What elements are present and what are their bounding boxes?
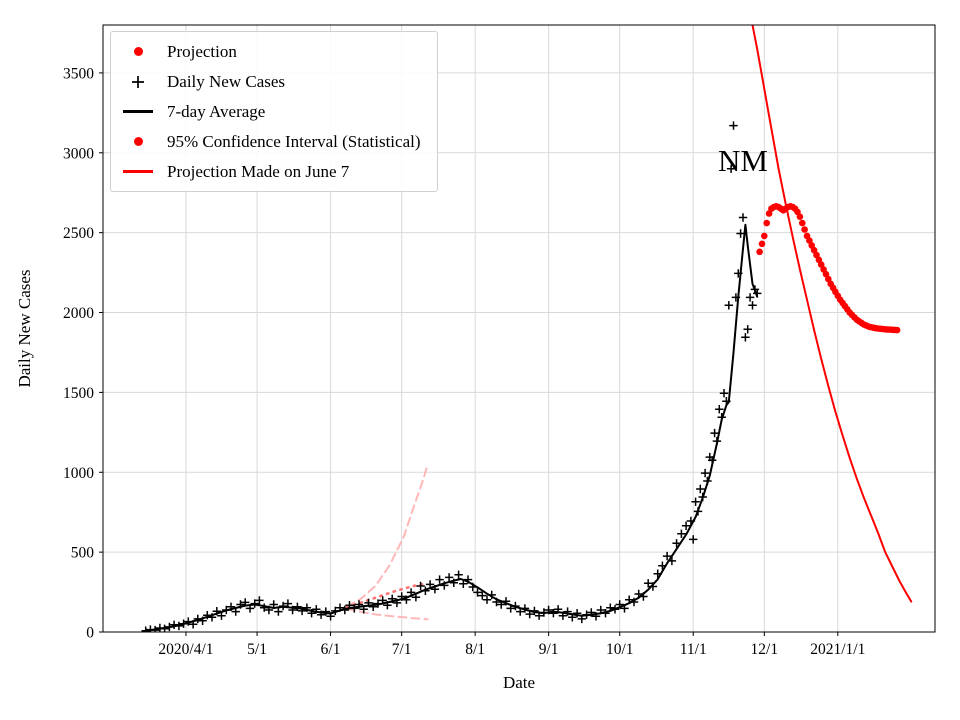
x-axis-label: Date bbox=[503, 673, 535, 692]
legend-item: 95% Confidence Interval (Statistical) bbox=[119, 130, 421, 153]
y-tick-label: 500 bbox=[71, 545, 95, 562]
y-tick-label: 3000 bbox=[63, 145, 94, 162]
legend-label: Projection Made on June 7 bbox=[167, 161, 350, 181]
x-tick-label: 11/1 bbox=[680, 641, 707, 658]
dot-marker-icon bbox=[119, 47, 157, 56]
state-annotation: NM bbox=[718, 143, 768, 178]
x-tick-label: 6/1 bbox=[321, 641, 341, 658]
legend-label: Projection bbox=[167, 41, 237, 61]
series-line bbox=[346, 463, 429, 608]
x-tick-label: 7/1 bbox=[392, 641, 412, 658]
y-tick-label: 2000 bbox=[63, 305, 94, 322]
legend-item: 7-day Average bbox=[119, 100, 421, 123]
series-line bbox=[345, 582, 425, 609]
plot-series bbox=[141, 25, 913, 632]
legend-label: 95% Confidence Interval (Statistical) bbox=[167, 131, 421, 151]
legend-label: Daily New Cases bbox=[167, 71, 286, 91]
y-tick-label: 1500 bbox=[63, 385, 94, 402]
x-tick-label: 9/1 bbox=[539, 641, 559, 658]
x-tick-label: 5/1 bbox=[247, 641, 267, 658]
legend-item: Projection Made on June 7 bbox=[119, 160, 421, 183]
legend: Projection Daily New Cases 7-day Average 95… bbox=[110, 31, 438, 192]
series-daily-new-cases bbox=[141, 121, 762, 632]
y-tick-label: 1000 bbox=[63, 465, 94, 482]
plot-border bbox=[102, 24, 936, 633]
legend-item: Daily New Cases bbox=[119, 70, 421, 93]
legend-item: Projection bbox=[119, 40, 421, 63]
line-marker-icon bbox=[119, 170, 157, 173]
series-projection-dots bbox=[756, 203, 901, 334]
line-marker-icon bbox=[119, 110, 157, 113]
y-axis-label: Daily New Cases bbox=[15, 269, 34, 387]
x-tick-label: 2021/1/1 bbox=[810, 641, 865, 658]
y-tick-label: 3500 bbox=[63, 65, 94, 82]
legend-label: 7-day Average bbox=[167, 101, 266, 121]
plus-marker-icon bbox=[119, 74, 157, 90]
x-tick-label: 10/1 bbox=[606, 641, 634, 658]
x-tick-label: 8/1 bbox=[465, 641, 485, 658]
x-tick-label: 2020/4/1 bbox=[158, 641, 213, 658]
x-tick-label: 12/1 bbox=[751, 641, 779, 658]
y-tick-label: 2500 bbox=[63, 225, 94, 242]
y-tick-label: 0 bbox=[86, 625, 94, 642]
series-line bbox=[346, 607, 429, 621]
dot-marker-icon bbox=[119, 137, 157, 146]
series-line bbox=[149, 223, 759, 632]
series-line bbox=[751, 25, 913, 603]
